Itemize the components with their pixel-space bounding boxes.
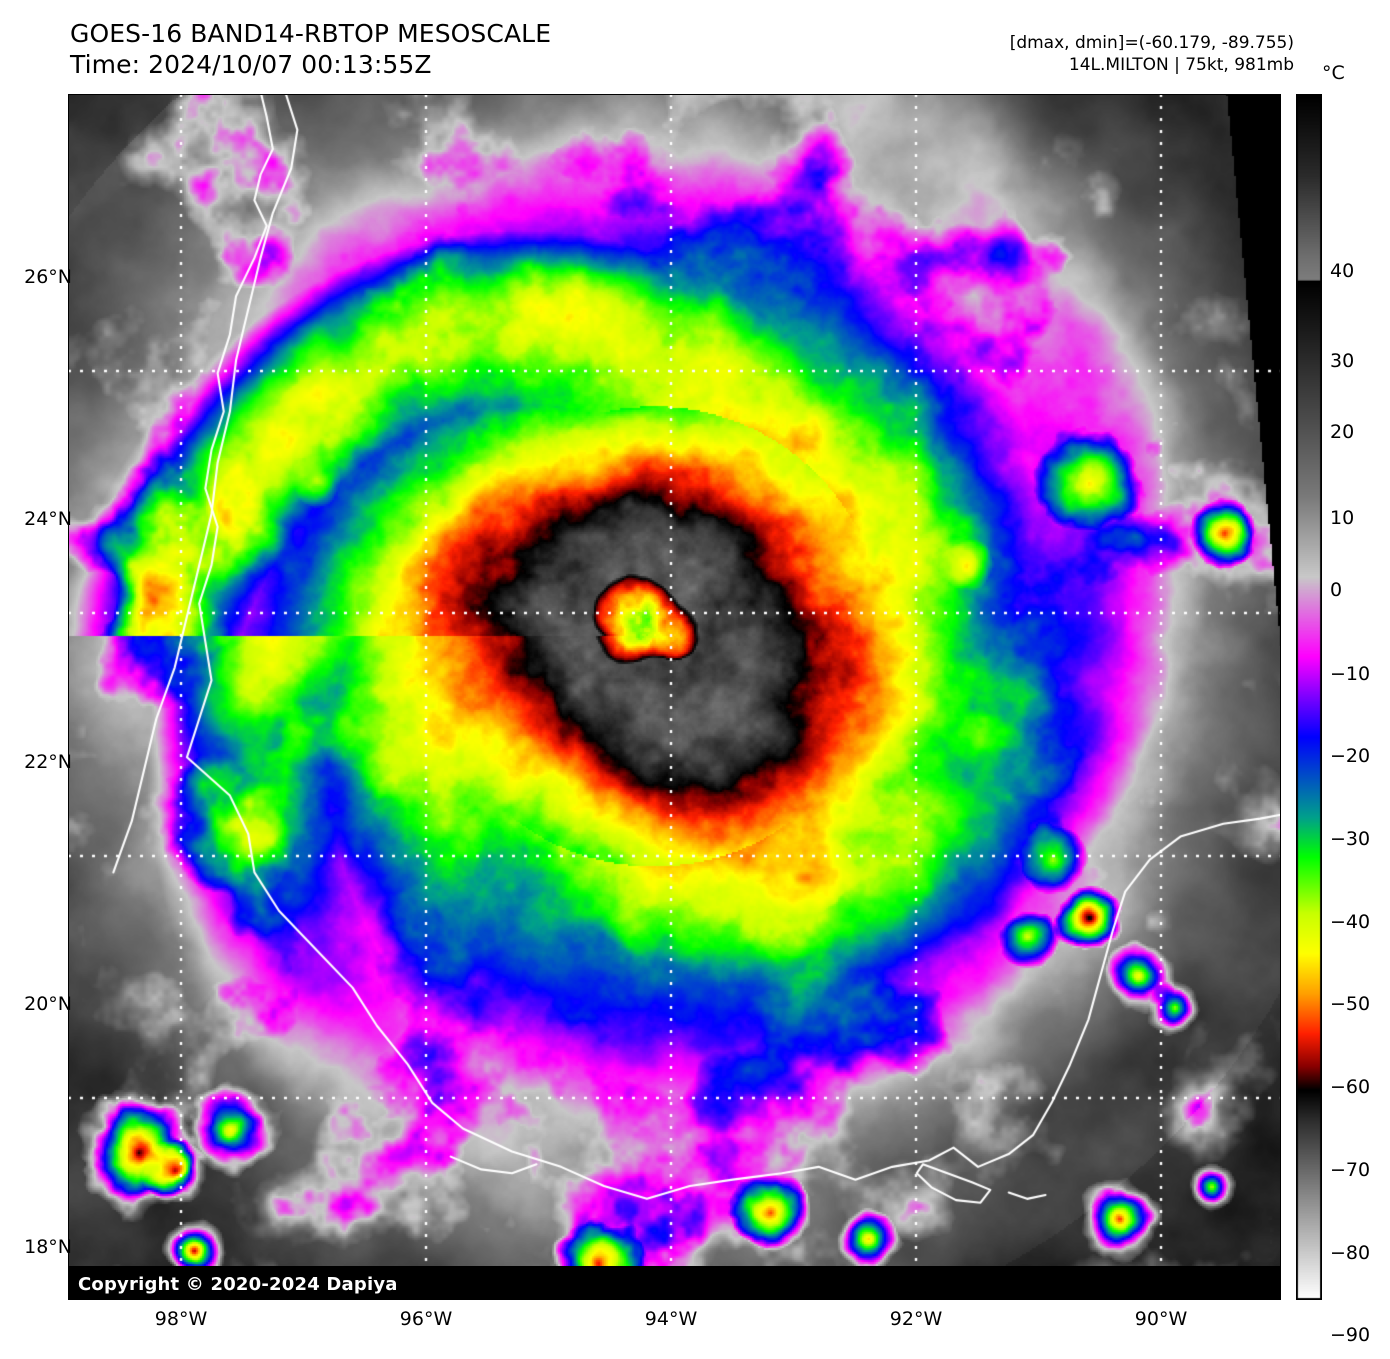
lon-tick-label-3: 92°W [889,1308,943,1330]
header-right-block: [dmax, dmin]=(-60.179, -89.755) 14L.MILT… [1010,32,1294,76]
latlon-gridlines [68,94,1281,1300]
colorbar-tick-label-9: −50 [1330,993,1371,1015]
colorbar[interactable] [1296,94,1322,1300]
colorbar-gradient [1296,94,1322,1300]
lat-tick-label-0: 26°N [24,266,72,288]
colorbar-tick-label-6: −20 [1330,745,1371,767]
colorbar-tick-label-5: −10 [1330,663,1371,685]
satellite-image-panel[interactable]: Copyright © 2020-2024 Dapiya [68,94,1281,1300]
colorbar-tick-label-12: −80 [1330,1242,1371,1264]
lat-tick-label-2: 22°N [24,751,72,773]
colorbar-tick-label-11: −70 [1330,1159,1371,1181]
header-left-block: GOES-16 BAND14-RBTOP MESOSCALE Time: 202… [70,18,551,80]
page-title: GOES-16 BAND14-RBTOP MESOSCALE [70,19,552,48]
lon-tick-label-0: 98°W [154,1308,208,1330]
lon-tick-label-2: 94°W [644,1308,698,1330]
lon-tick-label-1: 96°W [399,1308,453,1330]
data-range-label: [dmax, dmin]=(-60.179, -89.755) [1009,33,1294,53]
colorbar-tick-label-4: 0 [1330,579,1343,601]
timestamp-label: Time: 2024/10/07 00:13:55Z [70,50,432,79]
lat-tick-label-4: 18°N [24,1236,72,1258]
copyright-label: Copyright © 2020-2024 Dapiya [78,1274,398,1295]
colorbar-tick-label-7: −30 [1330,828,1371,850]
colorbar-tick-label-10: −60 [1330,1076,1371,1098]
colorbar-tick-label-3: 10 [1330,507,1355,529]
colorbar-tick-label-2: 20 [1330,421,1355,443]
lat-tick-label-1: 24°N [24,508,72,530]
lon-tick-label-4: 90°W [1134,1308,1188,1330]
colorbar-unit-label: °C [1322,62,1345,84]
colorbar-tick-label-1: 30 [1330,350,1355,372]
colorbar-tick-label-0: 40 [1330,260,1355,282]
colorbar-tick-label-8: −40 [1330,911,1371,933]
storm-info-label: 14L.MILTON | 75kt, 981mb [1068,55,1294,75]
copyright-strip: Copyright © 2020-2024 Dapiya [68,1266,1281,1300]
colorbar-tick-label-13: −90 [1330,1324,1371,1346]
lat-tick-label-3: 20°N [24,993,72,1015]
